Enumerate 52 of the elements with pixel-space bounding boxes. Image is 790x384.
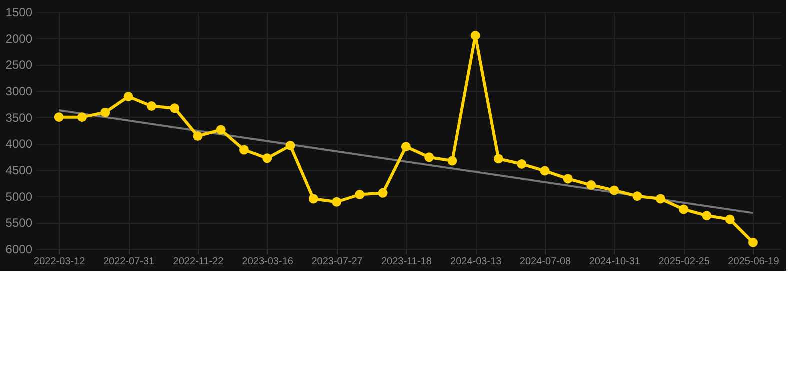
point bbox=[124, 92, 134, 102]
point bbox=[679, 204, 689, 214]
point bbox=[424, 152, 434, 162]
point bbox=[494, 154, 504, 164]
point bbox=[78, 112, 88, 122]
point bbox=[193, 132, 203, 142]
point bbox=[448, 156, 458, 166]
point bbox=[262, 154, 272, 164]
point bbox=[401, 142, 411, 152]
point bbox=[470, 30, 480, 40]
point bbox=[286, 141, 296, 151]
point bbox=[725, 214, 735, 224]
y-tick-label: 4500 bbox=[6, 164, 33, 178]
x-tick-label: 2022-07-31 bbox=[103, 256, 156, 268]
x-tick-label: 2024-07-08 bbox=[520, 256, 572, 268]
point bbox=[332, 197, 342, 207]
x-tick-label: 2023-03-16 bbox=[242, 256, 294, 268]
point bbox=[170, 104, 180, 114]
x-tick-label: 2022-03-12 bbox=[34, 256, 86, 268]
x-tick-label: 2024-10-31 bbox=[589, 256, 641, 268]
point bbox=[54, 112, 64, 122]
y-tick-label: 5000 bbox=[6, 190, 33, 204]
x-tick-label: 2022-11-22 bbox=[173, 256, 224, 268]
point bbox=[540, 166, 550, 176]
y-tick-label: 6000 bbox=[6, 242, 33, 256]
point bbox=[748, 238, 758, 248]
point bbox=[216, 125, 226, 135]
point bbox=[656, 194, 666, 204]
point bbox=[586, 180, 596, 190]
x-tick-label: 2025-06-19 bbox=[728, 256, 780, 268]
point bbox=[239, 145, 249, 155]
point bbox=[355, 190, 365, 200]
y-tick-label: 5500 bbox=[6, 216, 33, 230]
y-tick-label: 1500 bbox=[6, 6, 33, 20]
x-tick-label: 2025-02-25 bbox=[658, 256, 710, 268]
x-tick-label: 2024-03-13 bbox=[450, 256, 502, 268]
point bbox=[702, 211, 712, 221]
point bbox=[517, 159, 527, 169]
y-tick-label: 3000 bbox=[6, 84, 33, 98]
point bbox=[632, 192, 642, 202]
y-tick-label: 2500 bbox=[6, 58, 33, 72]
point bbox=[610, 186, 620, 196]
point bbox=[100, 108, 110, 118]
x-tick-label: 2023-07-27 bbox=[312, 256, 364, 268]
point bbox=[308, 194, 318, 204]
y-tick-label: 4000 bbox=[6, 137, 33, 152]
point bbox=[378, 188, 388, 198]
y-tick-label: 3500 bbox=[6, 110, 33, 125]
y-tick-label: 2000 bbox=[6, 32, 33, 46]
point bbox=[146, 102, 156, 112]
x-tick-label: 2023-11-18 bbox=[381, 256, 432, 268]
point bbox=[563, 174, 573, 184]
